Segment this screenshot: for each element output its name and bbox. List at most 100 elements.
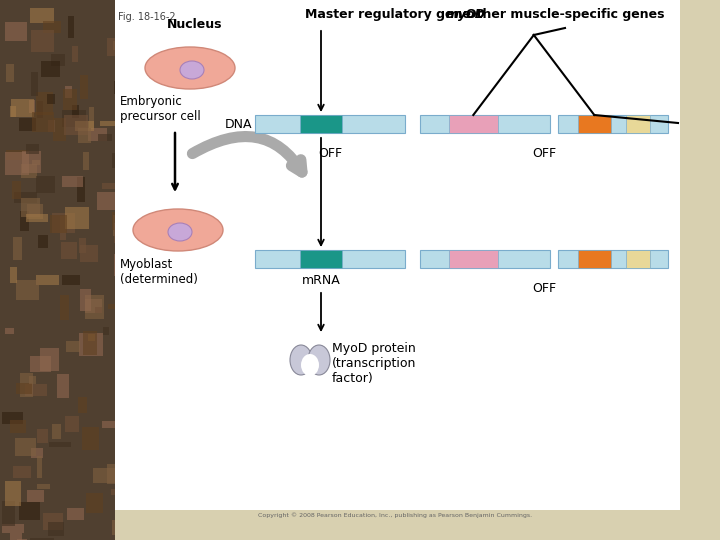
FancyArrowPatch shape [192,137,302,172]
Bar [60,216,66,240]
Bar [78,333,102,356]
Bar [112,153,123,168]
Bar [78,238,86,253]
Bar [11,267,17,283]
Bar [27,490,44,502]
Bar [2,412,23,424]
Bar [300,115,342,133]
Bar [22,151,41,172]
Bar [97,192,122,210]
Bar [20,211,29,231]
Bar [113,215,135,237]
Bar [88,334,94,341]
Bar [113,40,124,50]
Bar [6,151,29,160]
Text: Nucleus: Nucleus [167,18,222,31]
Bar [63,115,88,136]
Bar [77,177,86,202]
Bar [19,502,40,519]
Bar [449,115,498,133]
Bar [114,81,130,94]
Bar [115,0,720,540]
Text: OFF: OFF [532,147,556,160]
Ellipse shape [301,354,319,376]
Text: mRNA: mRNA [302,274,341,287]
Bar [558,250,668,268]
Text: myoD: myoD [446,8,486,21]
Bar [62,177,84,187]
Bar [255,250,405,268]
Bar [43,21,60,33]
Bar [30,8,54,23]
Ellipse shape [145,47,235,89]
Bar [20,373,33,397]
Bar [86,493,103,512]
Bar [95,307,102,313]
Bar [61,242,77,259]
Bar [449,250,498,268]
Bar [102,183,115,190]
Bar [420,250,550,268]
Bar [16,280,39,300]
Bar [36,176,55,193]
Bar [49,442,71,447]
Bar [626,115,650,133]
Bar [68,17,73,38]
Bar [5,481,20,506]
Bar [37,456,42,477]
Bar [29,99,35,113]
Bar [72,105,78,118]
Bar [9,420,26,433]
Ellipse shape [290,345,312,375]
Bar [112,212,135,230]
Bar [577,115,611,133]
Bar [82,427,99,450]
Bar [88,129,107,141]
Bar [37,101,42,118]
Bar [98,133,112,141]
Bar [38,234,48,248]
Bar [26,214,48,222]
Bar [5,152,30,174]
Bar [6,64,14,82]
Bar [19,118,35,131]
Bar [102,421,120,428]
Bar [63,89,76,110]
Text: Master regulatory gene: Master regulatory gene [305,8,475,21]
Bar [37,484,50,489]
Bar [75,121,94,131]
Ellipse shape [133,209,223,251]
Bar [10,106,16,117]
Text: Embryonic
precursor cell: Embryonic precursor cell [120,95,201,123]
Bar [104,327,109,334]
Bar [30,538,54,540]
Bar [30,356,51,373]
Bar [66,341,80,352]
Bar [53,118,66,140]
Bar [85,299,102,313]
Bar [17,539,27,540]
Bar [53,424,61,439]
Bar [65,86,73,98]
Bar [16,383,32,394]
Bar [60,295,68,320]
Bar [21,198,40,217]
Bar [558,115,668,133]
Bar [89,107,94,129]
Text: MyoD protein
(transcription
factor): MyoD protein (transcription factor) [332,342,416,385]
Bar [15,438,36,456]
Bar [78,129,91,143]
Text: OFF: OFF [532,282,556,295]
Text: OFF: OFF [318,147,342,160]
Bar [112,519,122,535]
Bar [108,304,121,309]
Bar [78,397,87,413]
Bar [81,75,88,99]
Bar [114,223,126,244]
Bar [2,524,24,533]
Ellipse shape [308,345,330,375]
Bar [80,246,98,262]
Bar [27,144,39,154]
Text: Fig. 18-16-2: Fig. 18-16-2 [118,12,176,22]
Bar [25,384,47,396]
